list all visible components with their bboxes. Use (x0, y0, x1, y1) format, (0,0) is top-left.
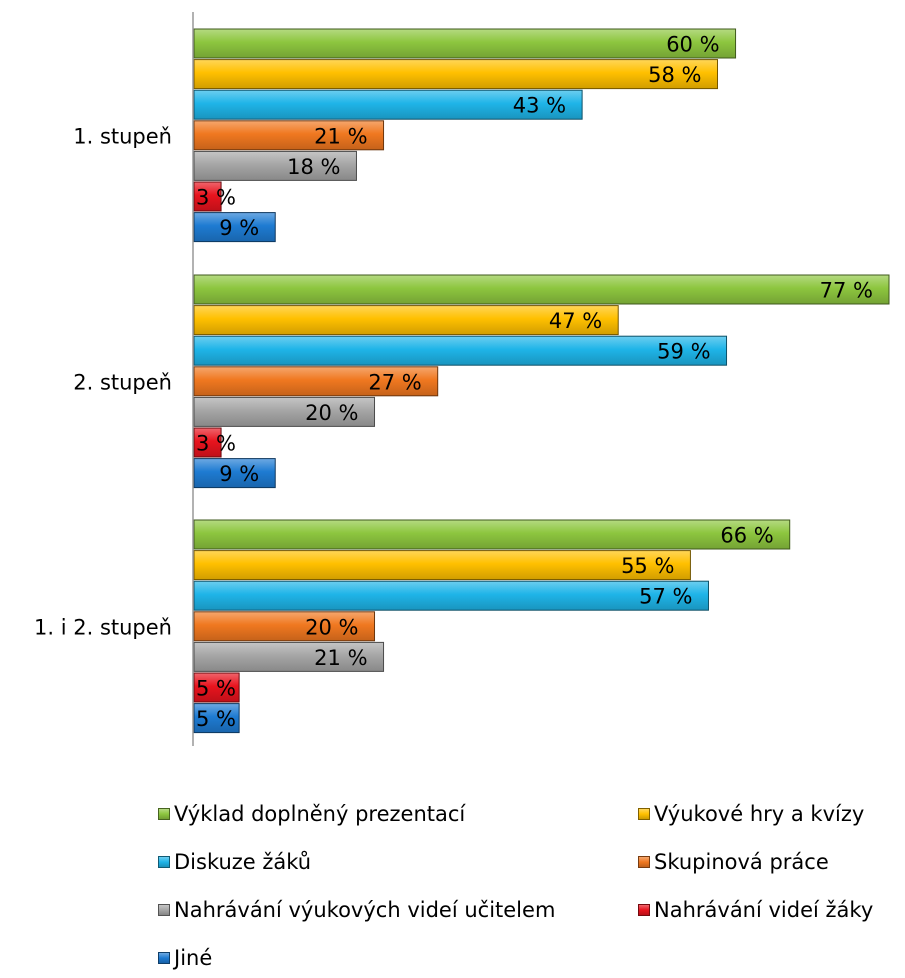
bar (193, 274, 890, 305)
data-label: 59 % (657, 340, 710, 364)
data-label: 60 % (666, 33, 719, 57)
data-label: 55 % (621, 554, 674, 578)
data-label: 58 % (648, 63, 701, 87)
data-label: 9 % (219, 462, 259, 486)
bar (193, 305, 619, 336)
category-label: 1. stupeň (73, 124, 172, 148)
data-label: 57 % (639, 585, 692, 609)
data-label: 77 % (820, 279, 873, 303)
bar (193, 641, 385, 672)
data-label: 66 % (720, 524, 773, 548)
data-label: 9 % (219, 216, 259, 240)
data-label: 43 % (513, 94, 566, 118)
bar (193, 89, 583, 120)
data-label: 5 % (196, 707, 236, 731)
bar (193, 150, 357, 181)
bar (193, 519, 791, 550)
bar (193, 212, 276, 243)
bar (193, 672, 240, 703)
data-label: 5 % (196, 677, 236, 701)
category-label: 1. i 2. stupeň (34, 615, 172, 639)
bars-layer: 60 % 58 % 43 % 21 % 18 % 3 % 9 % 77 % 47 % 59 % 27… (193, 28, 890, 734)
data-label: 18 % (287, 155, 340, 179)
bar (193, 611, 376, 642)
bar (193, 59, 719, 90)
data-label: 21 % (314, 646, 367, 670)
bar (193, 427, 222, 458)
bar (193, 181, 222, 212)
bar (193, 550, 691, 581)
bar (193, 335, 728, 366)
bar (193, 703, 240, 734)
bar (193, 366, 439, 397)
category-labels: 1. stupeň 2. stupeň 1. i 2. stupeň (34, 124, 172, 639)
bar (193, 120, 385, 151)
data-label: 3 % (196, 432, 236, 456)
data-label: 21 % (314, 124, 367, 148)
data-label: 27 % (368, 370, 421, 394)
data-label: 3 % (196, 186, 236, 210)
bar (193, 458, 276, 489)
data-label: 20 % (305, 615, 358, 639)
bar (193, 396, 376, 427)
bar (193, 580, 709, 611)
data-label: 20 % (305, 401, 358, 425)
category-label: 2. stupeň (73, 370, 172, 394)
bar (193, 28, 737, 59)
data-label: 47 % (549, 309, 602, 333)
